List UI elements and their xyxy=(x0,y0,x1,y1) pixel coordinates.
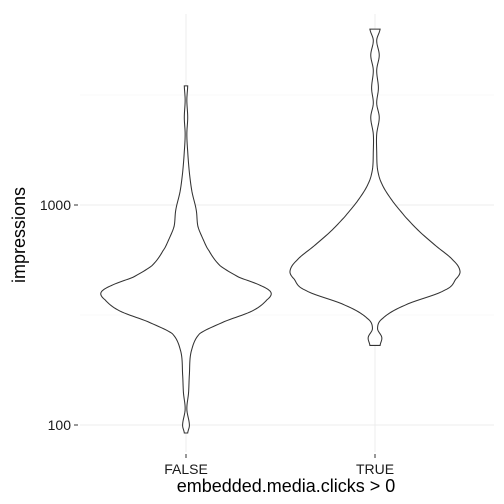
violin-false xyxy=(100,85,272,434)
grid-lines xyxy=(80,14,494,452)
x-tick-label: TRUE xyxy=(356,461,394,477)
x-tick-label: FALSE xyxy=(164,461,208,477)
y-axis-title: impressions xyxy=(9,187,29,283)
violin-true xyxy=(289,28,461,346)
y-tick-label: 100 xyxy=(48,417,72,433)
x-axis-title: embedded.media.clicks > 0 xyxy=(177,476,396,496)
y-tick-label: 1000 xyxy=(40,197,71,213)
violins xyxy=(100,28,461,434)
axes: 100 1000 FALSE TRUE xyxy=(40,197,394,477)
